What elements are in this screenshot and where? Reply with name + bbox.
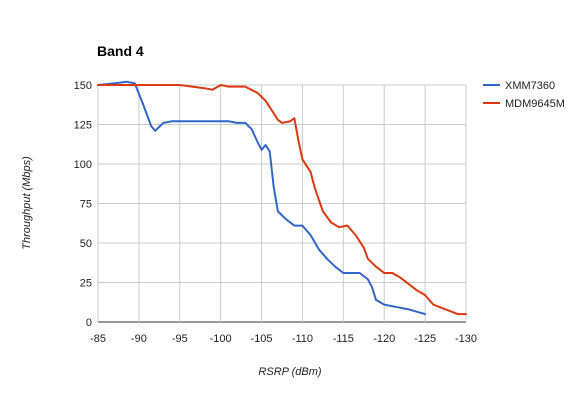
grid	[97, 84, 467, 323]
y-axis-ticks: 0 25 50 75 100 125 150	[74, 80, 92, 329]
y-tick-label: 25	[80, 278, 92, 290]
legend-label-xmm7360: XMM7360	[505, 80, 555, 92]
legend-label-mdm9645m: MDM9645M	[505, 98, 565, 110]
series-lines	[97, 80, 467, 316]
x-tick-label: -125	[414, 333, 436, 345]
y-tick-label: 0	[86, 317, 92, 329]
y-tick-label: 50	[80, 238, 92, 250]
series-line-xmm7360	[97, 80, 427, 316]
x-tick-label: -105	[251, 333, 273, 345]
x-tick-label: -90	[131, 333, 147, 345]
chart-title: Band 4	[97, 43, 144, 59]
x-tick-label: -115	[333, 333, 354, 345]
x-axis-label: RSRP (dBm)	[258, 366, 321, 378]
y-tick-label: 75	[80, 199, 92, 211]
x-axis-ticks: -85 -90 -95 -100 -105 -110 -115 -120 -125 -130	[90, 333, 477, 345]
x-tick-label: -110	[292, 333, 313, 345]
y-tick-label: 100	[74, 159, 92, 171]
series-line-mdm9645m	[97, 84, 467, 316]
legend: XMM7360 MDM9645M	[483, 80, 565, 110]
x-tick-label: -85	[90, 333, 106, 345]
y-axis-label: Throughput (Mbps)	[21, 156, 33, 250]
x-tick-label: -130	[455, 333, 477, 345]
y-tick-label: 150	[74, 80, 92, 92]
x-tick-label: -100	[210, 333, 232, 345]
y-tick-label: 125	[74, 120, 92, 132]
x-tick-label: -120	[373, 333, 395, 345]
x-tick-label: -95	[172, 333, 188, 345]
